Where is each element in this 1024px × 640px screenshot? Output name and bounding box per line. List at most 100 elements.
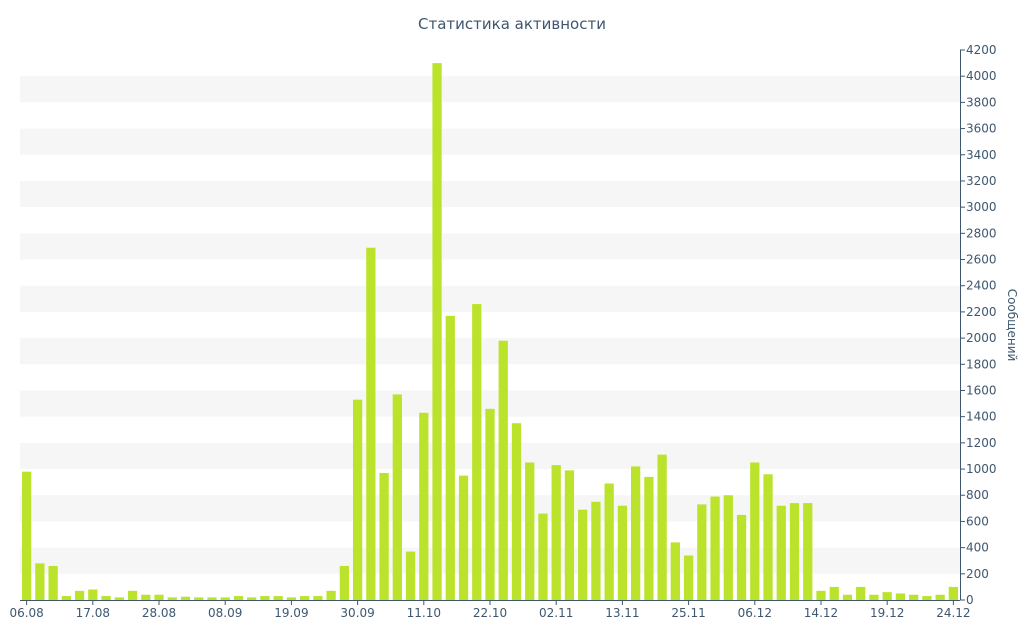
bar[interactable] bbox=[326, 590, 336, 600]
bar[interactable] bbox=[247, 597, 257, 600]
bar[interactable] bbox=[564, 470, 575, 600]
bar[interactable] bbox=[432, 63, 442, 601]
bar[interactable] bbox=[405, 551, 416, 600]
bar[interactable] bbox=[922, 596, 932, 600]
bar[interactable] bbox=[445, 315, 455, 600]
bar[interactable] bbox=[657, 454, 667, 600]
y-tick-label: 3800 bbox=[966, 95, 997, 109]
x-tick-label: 25.11 bbox=[671, 606, 705, 620]
bar[interactable] bbox=[74, 590, 85, 600]
bar[interactable] bbox=[300, 596, 310, 600]
bar[interactable] bbox=[763, 474, 773, 600]
y-tick-label: 2200 bbox=[966, 305, 997, 319]
bar[interactable] bbox=[578, 509, 588, 600]
y-tick-label: 3600 bbox=[966, 122, 997, 136]
x-tick-label: 13.11 bbox=[605, 606, 639, 620]
bar[interactable] bbox=[260, 596, 270, 600]
bar[interactable] bbox=[631, 466, 641, 600]
bar[interactable] bbox=[313, 596, 323, 600]
x-tick-label: 22.10 bbox=[473, 606, 507, 620]
bar[interactable] bbox=[485, 408, 495, 600]
grid-band bbox=[20, 128, 960, 155]
bar[interactable] bbox=[180, 596, 191, 600]
bar[interactable] bbox=[511, 423, 522, 600]
bar[interactable] bbox=[366, 247, 376, 600]
bar[interactable] bbox=[101, 596, 111, 600]
bar[interactable] bbox=[882, 592, 892, 600]
bar[interactable] bbox=[736, 514, 747, 600]
bar[interactable] bbox=[829, 586, 839, 600]
bar[interactable] bbox=[127, 590, 138, 600]
bar[interactable] bbox=[61, 596, 71, 600]
bar[interactable] bbox=[909, 594, 919, 600]
bar[interactable] bbox=[551, 465, 561, 600]
grid-band bbox=[20, 76, 960, 103]
x-tick-label: 17.08 bbox=[76, 606, 110, 620]
bar[interactable] bbox=[683, 555, 694, 600]
y-tick-label: 200 bbox=[966, 567, 989, 581]
bar[interactable] bbox=[789, 503, 800, 600]
x-axis-ticks: 06.08 17.08 28.08 08.09 19.09 30.09 11.10 22.10… bbox=[9, 600, 971, 620]
x-tick-label: 06.12 bbox=[738, 606, 772, 620]
bar[interactable] bbox=[538, 513, 548, 600]
bar[interactable] bbox=[339, 565, 349, 600]
bar[interactable] bbox=[842, 594, 853, 600]
bar[interactable] bbox=[88, 589, 98, 600]
bar[interactable] bbox=[458, 475, 469, 600]
bar[interactable] bbox=[154, 594, 164, 600]
bar[interactable] bbox=[21, 471, 32, 600]
bar[interactable] bbox=[419, 412, 429, 600]
grid-band bbox=[20, 233, 960, 260]
bar[interactable] bbox=[48, 565, 58, 600]
x-tick-label: 14.12 bbox=[804, 606, 838, 620]
bar[interactable] bbox=[379, 472, 389, 600]
y-tick-label: 600 bbox=[966, 514, 989, 528]
y-axis-ticks: 0 200 400 600 800 1000 1200 1400 1600 1800 2000 220… bbox=[960, 43, 997, 607]
bar[interactable] bbox=[167, 597, 177, 600]
bar[interactable] bbox=[710, 496, 720, 600]
x-tick-label: 11.10 bbox=[407, 606, 441, 620]
bar[interactable] bbox=[803, 503, 813, 600]
bar[interactable] bbox=[670, 542, 680, 600]
bar[interactable] bbox=[286, 597, 297, 600]
y-tick-label: 0 bbox=[966, 593, 974, 607]
bar[interactable] bbox=[776, 505, 786, 600]
bar[interactable] bbox=[498, 340, 508, 600]
bar[interactable] bbox=[617, 505, 628, 600]
y-tick-label: 3000 bbox=[966, 200, 997, 214]
bar[interactable] bbox=[723, 495, 733, 600]
bar[interactable] bbox=[472, 304, 482, 600]
bar[interactable] bbox=[697, 504, 707, 600]
y-tick-label: 3200 bbox=[966, 174, 997, 188]
bar[interactable] bbox=[895, 593, 906, 600]
x-tick-label: 06.08 bbox=[9, 606, 43, 620]
y-tick-label: 4000 bbox=[966, 69, 997, 83]
bar[interactable] bbox=[194, 597, 204, 600]
bar[interactable] bbox=[273, 596, 283, 600]
grid-band bbox=[20, 338, 960, 365]
bar[interactable] bbox=[856, 586, 866, 600]
bar[interactable] bbox=[816, 590, 826, 600]
y-tick-label: 1400 bbox=[966, 410, 997, 424]
bar[interactable] bbox=[869, 594, 879, 600]
bar[interactable] bbox=[644, 476, 654, 600]
bar[interactable] bbox=[141, 594, 151, 600]
x-tick-label: 08.09 bbox=[208, 606, 242, 620]
bar[interactable] bbox=[114, 597, 124, 600]
bar[interactable] bbox=[750, 462, 760, 601]
bar[interactable] bbox=[233, 596, 244, 600]
bar[interactable] bbox=[591, 501, 601, 600]
bar[interactable] bbox=[935, 594, 945, 600]
y-tick-label: 2800 bbox=[966, 226, 997, 240]
bar[interactable] bbox=[948, 586, 959, 600]
bar[interactable] bbox=[525, 462, 535, 601]
bar[interactable] bbox=[604, 483, 614, 600]
y-tick-label: 2600 bbox=[966, 253, 997, 267]
bar[interactable] bbox=[352, 399, 363, 600]
bar[interactable] bbox=[220, 597, 230, 600]
bar[interactable] bbox=[392, 394, 402, 600]
y-tick-label: 400 bbox=[966, 541, 989, 555]
y-tick-label: 1800 bbox=[966, 357, 997, 371]
bar[interactable] bbox=[207, 597, 217, 600]
bar[interactable] bbox=[35, 563, 45, 600]
